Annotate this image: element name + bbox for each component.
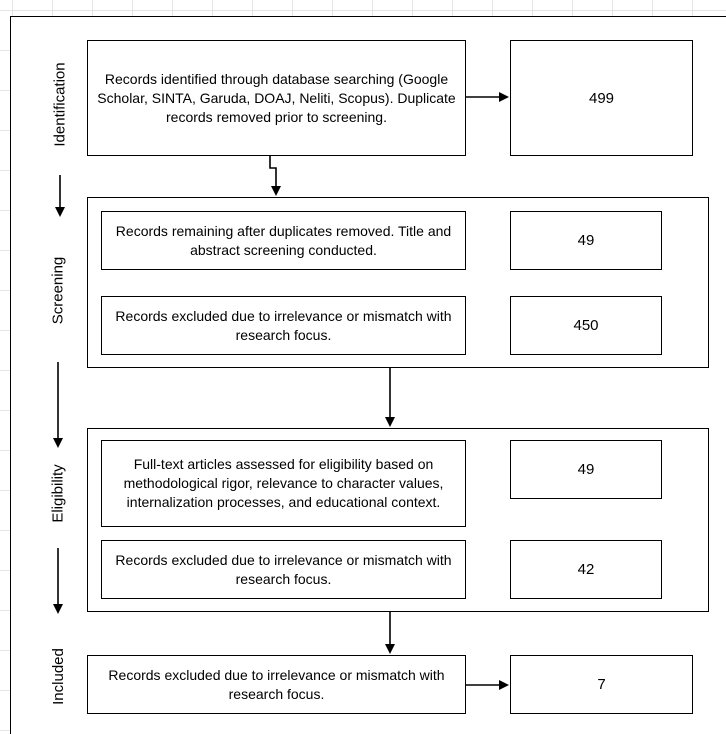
eligibility-assessed-count-box: 49 [510,440,662,499]
screening-group [87,197,709,368]
included-records-box: Records excluded due to irrelevance or m… [87,655,466,714]
identification-records-text: Records identified through database sear… [97,70,456,125]
eligibility-assessed-box: Full-text articles assessed for eligibil… [101,440,466,527]
screening-remaining-count: 49 [577,232,595,249]
identification-records-box: Records identified through database sear… [87,40,466,156]
screening-remaining-text: Records remaining after duplicates remov… [115,222,452,258]
eligibility-assessed-text: Full-text articles assessed for eligibil… [123,456,444,510]
included-count-box: 7 [510,655,693,714]
screening-excluded-count: 450 [573,317,599,334]
eligibility-assessed-count: 49 [577,461,595,478]
eligibility-excluded-count: 42 [577,561,595,578]
included-records-text: Records excluded due to irrelevance or m… [108,666,445,702]
included-count: 7 [597,676,606,693]
eligibility-excluded-count-box: 42 [510,540,662,599]
eligibility-group [87,428,709,612]
screening-excluded-box: Records excluded due to irrelevance or m… [101,296,466,355]
screening-excluded-count-box: 450 [510,296,662,355]
eligibility-excluded-text: Records excluded due to irrelevance or m… [115,551,452,587]
screening-excluded-text: Records excluded due to irrelevance or m… [115,307,452,343]
eligibility-excluded-box: Records excluded due to irrelevance or m… [101,540,466,599]
identification-count-box: 499 [510,40,693,156]
screening-remaining-count-box: 49 [510,211,662,270]
identification-count: 499 [588,89,615,107]
screening-remaining-box: Records remaining after duplicates remov… [101,211,466,270]
